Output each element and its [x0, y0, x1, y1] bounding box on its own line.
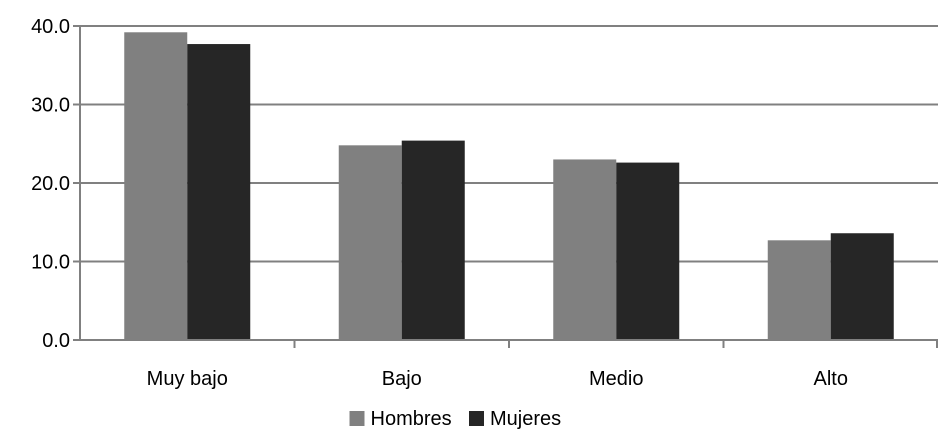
axes [73, 25, 938, 348]
x-tick-label: Muy bajo [147, 368, 228, 390]
legend-label: Hombres [371, 408, 452, 430]
y-tick-label: 20.0 [31, 173, 70, 195]
x-tick-label: Medio [589, 368, 643, 390]
x-tick-label: Bajo [382, 368, 422, 390]
y-tick-label: 30.0 [31, 95, 70, 117]
legend-item: Hombres [349, 408, 452, 430]
y-tick-labels: 0.0 10.0 20.0 30.0 40.0 [31, 16, 70, 352]
y-tick-label: 10.0 [31, 252, 70, 274]
y-tick-label: 0.0 [42, 330, 70, 352]
bar-mujeres-medio [616, 162, 680, 340]
bar-mujeres-bajo [401, 140, 465, 340]
legend-swatch [349, 411, 365, 426]
bars [124, 32, 894, 341]
bar-mujeres-muy-bajo [187, 44, 251, 341]
legend: Hombres Mujeres [349, 408, 561, 430]
legend-swatch [469, 411, 484, 426]
bar-hombres-muy-bajo [124, 32, 188, 340]
bar-hombres-alto [767, 240, 831, 340]
x-tick-label: Alto [814, 368, 848, 390]
legend-label: Mujeres [490, 408, 561, 430]
bar-mujeres-alto [830, 233, 894, 340]
bar-hombres-bajo [338, 145, 402, 340]
legend-item: Mujeres [469, 408, 561, 430]
y-tick-label: 40.0 [31, 16, 70, 38]
x-tick-labels: Muy bajo Bajo Medio Alto [147, 368, 848, 390]
bar-hombres-medio [553, 159, 617, 340]
